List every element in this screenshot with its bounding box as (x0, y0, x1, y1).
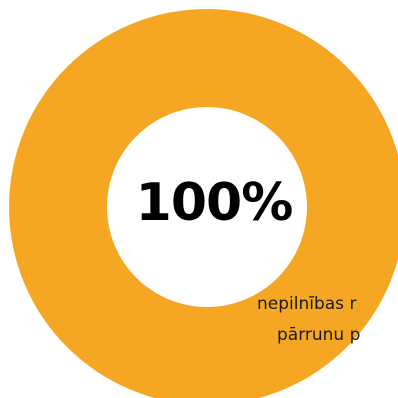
donut-slice (9, 9, 398, 398)
caption-line-1: nepilnības r (257, 294, 357, 314)
caption-line-2: pārrunu p (277, 325, 361, 345)
center-value-label: 100% (135, 173, 294, 233)
